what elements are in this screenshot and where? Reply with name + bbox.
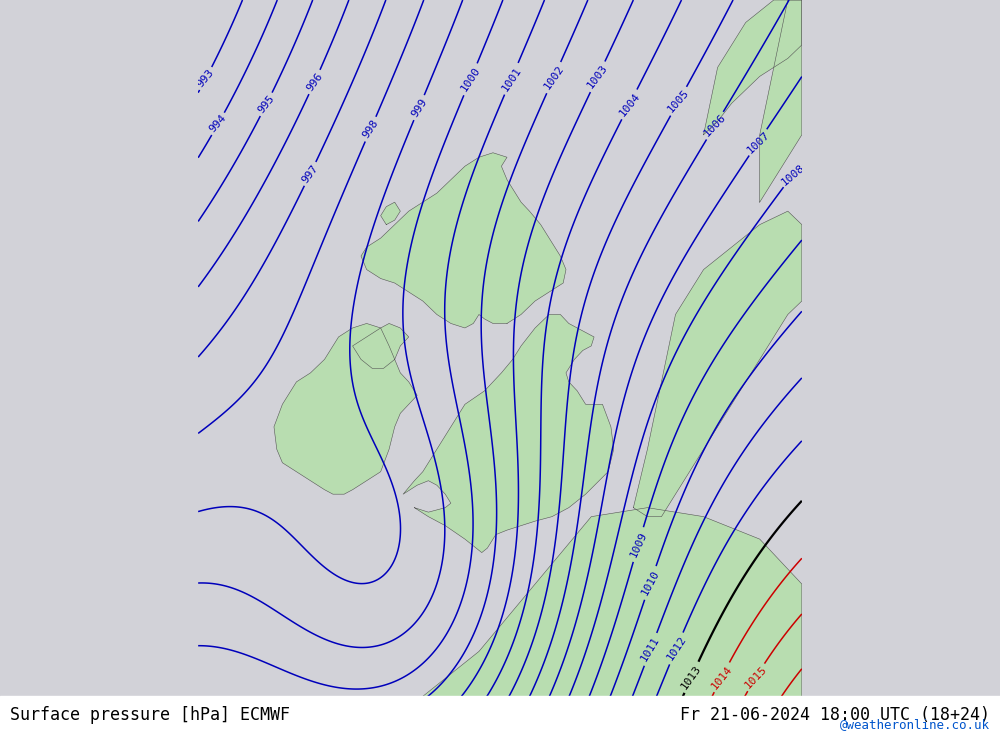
- Text: 1015: 1015: [743, 664, 769, 690]
- Text: 997: 997: [300, 163, 320, 185]
- Text: @weatheronline.co.uk: @weatheronline.co.uk: [840, 718, 990, 732]
- Text: 995: 995: [256, 93, 276, 115]
- Text: 1000: 1000: [459, 65, 482, 93]
- Text: 1001: 1001: [500, 65, 523, 93]
- Polygon shape: [704, 0, 802, 135]
- Polygon shape: [423, 508, 802, 696]
- Text: 998: 998: [361, 118, 380, 140]
- Text: Surface pressure [hPa] ECMWF: Surface pressure [hPa] ECMWF: [10, 706, 290, 723]
- Text: 1013: 1013: [679, 663, 703, 691]
- Text: 1014: 1014: [709, 663, 734, 690]
- Text: 1012: 1012: [665, 635, 688, 663]
- Text: 996: 996: [305, 71, 324, 93]
- Text: 993: 993: [195, 67, 216, 89]
- Text: 1011: 1011: [639, 636, 662, 663]
- Text: @weatheronline.co.uk: @weatheronline.co.uk: [840, 718, 990, 731]
- Text: 999: 999: [409, 97, 429, 119]
- Text: 1009: 1009: [628, 530, 649, 559]
- Text: 1006: 1006: [702, 112, 728, 139]
- Polygon shape: [403, 314, 614, 553]
- Text: 1004: 1004: [617, 91, 642, 118]
- Polygon shape: [633, 211, 802, 517]
- Text: Surface pressure [hPa] ECMWF: Surface pressure [hPa] ECMWF: [10, 713, 290, 731]
- Text: 1010: 1010: [640, 569, 661, 597]
- Polygon shape: [381, 202, 400, 224]
- Text: Fr 21-06-2024 18:00 UTC (18+24): Fr 21-06-2024 18:00 UTC (18+24): [680, 713, 990, 731]
- Polygon shape: [760, 0, 802, 202]
- Text: Fr 21-06-2024 18:00 UTC (18+24): Fr 21-06-2024 18:00 UTC (18+24): [680, 706, 990, 723]
- Polygon shape: [361, 152, 566, 328]
- Polygon shape: [274, 323, 417, 494]
- Polygon shape: [353, 323, 409, 369]
- Text: 1003: 1003: [586, 63, 610, 91]
- Text: 1002: 1002: [542, 64, 566, 92]
- Text: 1008: 1008: [779, 162, 806, 188]
- Text: 1007: 1007: [745, 130, 771, 155]
- Text: 1005: 1005: [666, 88, 691, 114]
- Text: 994: 994: [208, 113, 229, 135]
